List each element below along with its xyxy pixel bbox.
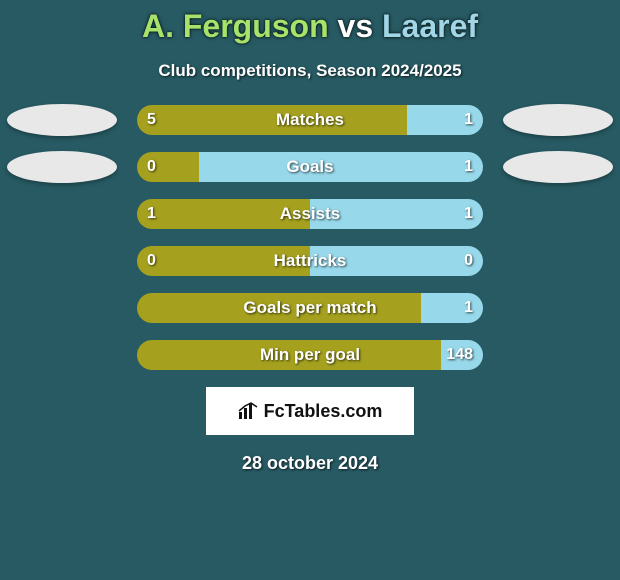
stat-bar: 148Min per goal <box>137 340 483 370</box>
bar-left-fill <box>137 340 441 370</box>
stat-bar: 51Matches <box>137 105 483 135</box>
stat-value-right: 1 <box>464 152 473 182</box>
chart-icon <box>238 402 258 420</box>
stat-row: 01Goals <box>137 152 483 182</box>
player-b-name: Laaref <box>382 8 478 44</box>
stat-row: 11Assists <box>137 199 483 229</box>
stat-row: 00Hattricks <box>137 246 483 276</box>
stat-value-left: 0 <box>147 152 156 182</box>
stat-value-right: 148 <box>446 340 473 370</box>
bar-left-fill <box>137 246 310 276</box>
brand-badge: FcTables.com <box>206 387 414 435</box>
stat-value-left: 1 <box>147 199 156 229</box>
stat-value-right: 1 <box>464 105 473 135</box>
bar-left-fill <box>137 199 310 229</box>
bar-right-fill <box>310 246 483 276</box>
page-title: A. Ferguson vs Laaref <box>0 0 620 45</box>
stat-row: 148Min per goal <box>137 340 483 370</box>
stat-bar: 00Hattricks <box>137 246 483 276</box>
bar-right-fill <box>199 152 483 182</box>
bar-left-fill <box>137 105 407 135</box>
subtitle: Club competitions, Season 2024/2025 <box>0 61 620 81</box>
bar-left-fill <box>137 293 421 323</box>
player-b-avatar <box>503 151 613 183</box>
player-a-name: A. Ferguson <box>142 8 329 44</box>
stat-bar: 01Goals <box>137 152 483 182</box>
stat-value-right: 1 <box>464 293 473 323</box>
stats-area: 51Matches01Goals11Assists00Hattricks1Goa… <box>0 105 620 370</box>
player-a-avatar <box>7 151 117 183</box>
stat-row: 51Matches <box>137 105 483 135</box>
stat-bar: 11Assists <box>137 199 483 229</box>
comparison-infographic: A. Ferguson vs Laaref Club competitions,… <box>0 0 620 580</box>
bar-right-fill <box>421 293 483 323</box>
stat-value-right: 0 <box>464 246 473 276</box>
stat-value-right: 1 <box>464 199 473 229</box>
stat-bar: 1Goals per match <box>137 293 483 323</box>
vs-text: vs <box>338 8 374 44</box>
player-b-avatar <box>503 104 613 136</box>
brand-text: FcTables.com <box>264 401 383 422</box>
player-a-avatar <box>7 104 117 136</box>
bar-right-fill <box>310 199 483 229</box>
stat-value-left: 0 <box>147 246 156 276</box>
date-text: 28 october 2024 <box>0 453 620 474</box>
stat-value-left: 5 <box>147 105 156 135</box>
stat-row: 1Goals per match <box>137 293 483 323</box>
